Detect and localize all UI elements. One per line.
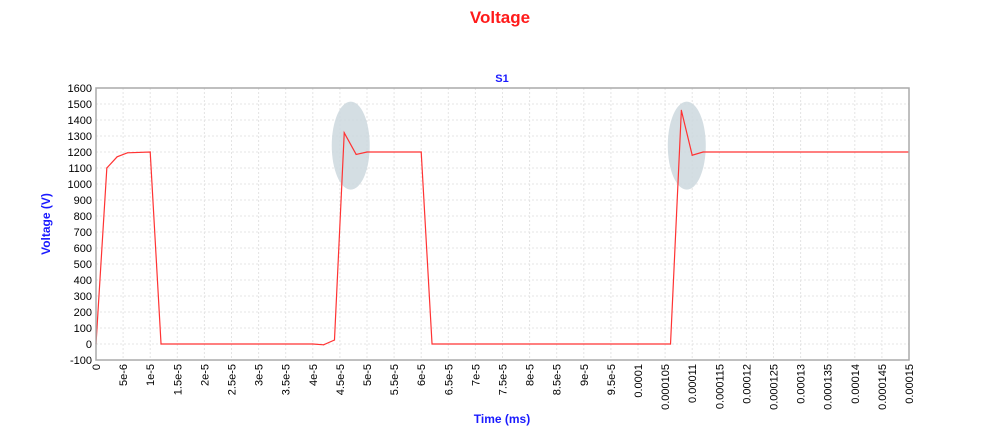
x-tick-label: 0.000125 — [769, 364, 781, 410]
x-tick-label: 0.00013 — [796, 364, 808, 404]
data-point — [680, 109, 682, 111]
x-tick-label: 9.5e-5 — [606, 364, 618, 395]
y-tick-label: 1000 — [68, 179, 92, 191]
x-tick-label: 2e-5 — [199, 364, 211, 386]
x-tick-label: 1.5e-5 — [172, 364, 184, 395]
x-tick-label: 3.5e-5 — [281, 364, 293, 395]
x-tick-label: 9e-5 — [579, 364, 591, 386]
data-point — [420, 151, 422, 153]
data-point — [366, 151, 368, 153]
y-tick-label: -100 — [70, 355, 92, 367]
data-point — [355, 153, 357, 155]
voltage-line — [95, 110, 909, 346]
x-tick-label: 5e-5 — [362, 364, 374, 386]
x-tick-label: 0.00011 — [687, 364, 699, 403]
y-tick-label: 600 — [74, 243, 92, 255]
data-point — [116, 156, 118, 158]
x-tick-label: 6.5e-5 — [443, 364, 455, 395]
data-point — [702, 151, 704, 153]
data-point — [637, 343, 639, 345]
x-tick-label: 7e-5 — [470, 364, 482, 386]
y-tick-label: 1600 — [68, 83, 92, 95]
data-point — [160, 343, 162, 345]
plot-border — [95, 87, 910, 361]
x-tick-label: 0 — [91, 364, 103, 370]
x-tick-label: 6e-5 — [416, 364, 428, 386]
data-point — [343, 132, 345, 134]
x-axis-label: Time (ms) — [474, 412, 530, 426]
data-point — [149, 151, 151, 153]
x-tick-label: 0.000105 — [660, 364, 672, 410]
y-tick-label: 800 — [74, 211, 92, 223]
y-tick-label: 300 — [74, 291, 92, 303]
x-tick-label: 0.00014 — [850, 364, 862, 404]
y-tick-label: 0 — [86, 339, 92, 351]
y-tick-label: 1200 — [68, 147, 92, 159]
chart-subtitle: S1 — [495, 73, 508, 85]
chart-title: Voltage — [469, 8, 531, 27]
highlight-ellipse — [667, 101, 706, 190]
y-tick-label: 500 — [74, 259, 92, 271]
x-tick-label: 3e-5 — [254, 364, 266, 386]
x-tick-label: 4.5e-5 — [335, 364, 347, 395]
x-tick-label: 5.5e-5 — [389, 364, 401, 395]
x-tick-label: 1e-5 — [145, 364, 157, 386]
data-point — [431, 343, 433, 345]
y-tick-label: 1100 — [68, 163, 92, 175]
y-tick-label: 1300 — [68, 131, 92, 143]
data-point — [126, 152, 129, 154]
data-point — [106, 167, 108, 169]
x-tick-label: 0.000135 — [823, 364, 835, 410]
x-tick-label: 8.5e-5 — [552, 364, 564, 395]
data-point — [333, 339, 336, 341]
y-tick-label: 100 — [74, 323, 92, 335]
x-tick-label: 0.00015 — [904, 364, 916, 404]
axes: -100010020030040050060070080090010001100… — [68, 83, 916, 410]
grid — [95, 87, 910, 361]
y-tick-label: 200 — [74, 307, 92, 319]
y-tick-label: 400 — [74, 275, 92, 287]
y-tick-label: 700 — [74, 227, 92, 239]
y-tick-label: 1500 — [68, 99, 92, 111]
data-point — [312, 343, 314, 345]
x-tick-label: 0.0001 — [633, 364, 645, 398]
x-tick-label: 0.00012 — [741, 364, 753, 404]
x-tick-label: 0.000145 — [877, 364, 889, 410]
x-tick-label: 5e-6 — [118, 364, 130, 386]
x-tick-label: 7.5e-5 — [498, 364, 510, 395]
y-tick-label: 900 — [74, 195, 92, 207]
series — [95, 109, 910, 346]
x-tick-label: 4e-5 — [308, 364, 320, 386]
data-point — [323, 344, 325, 346]
x-tick-label: 8e-5 — [525, 364, 537, 386]
x-tick-label: 0.000115 — [714, 364, 726, 409]
data-point — [669, 343, 672, 345]
data-point — [691, 154, 693, 156]
x-tick-label: 2.5e-5 — [227, 364, 239, 395]
y-tick-label: 1400 — [68, 115, 92, 127]
y-axis-label: Voltage (V) — [39, 193, 53, 255]
